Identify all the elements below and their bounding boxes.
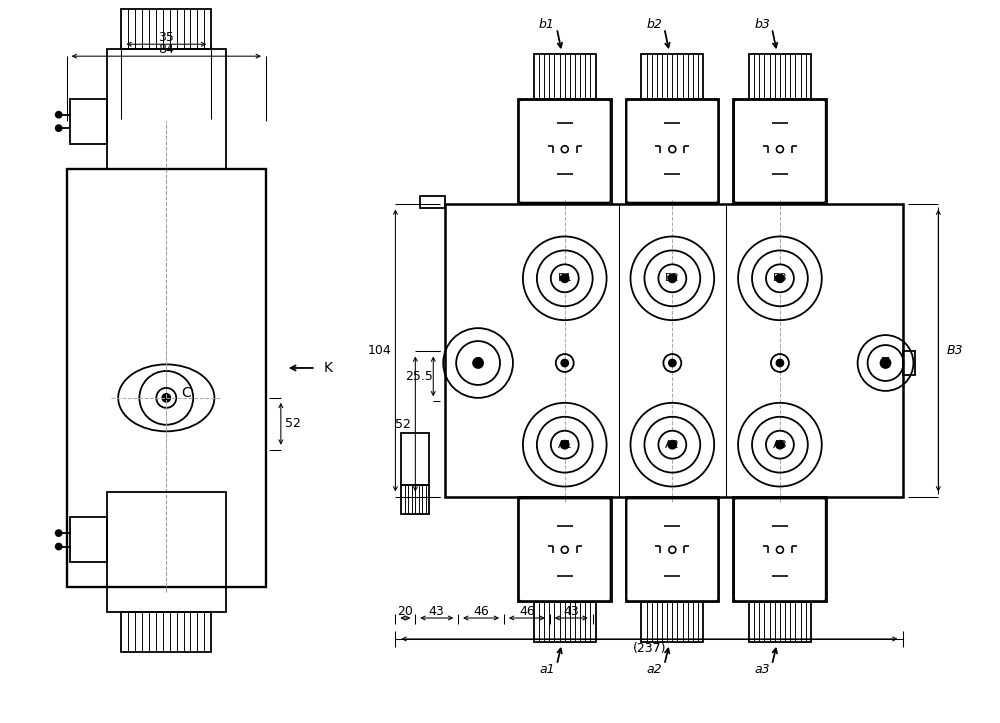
Bar xyxy=(401,433,429,484)
Text: b3: b3 xyxy=(754,18,770,31)
Bar xyxy=(749,54,811,99)
Text: 104: 104 xyxy=(368,344,391,357)
Bar xyxy=(626,99,719,204)
Bar xyxy=(626,497,719,602)
Bar xyxy=(903,351,915,375)
Text: A2: A2 xyxy=(665,440,680,450)
Text: a3: a3 xyxy=(754,663,770,676)
Bar xyxy=(70,99,107,144)
Circle shape xyxy=(766,431,794,458)
Bar xyxy=(534,54,596,99)
Text: 52: 52 xyxy=(285,417,301,430)
Circle shape xyxy=(551,431,579,458)
Bar xyxy=(445,204,903,497)
Circle shape xyxy=(56,125,62,131)
Text: 43: 43 xyxy=(429,604,445,617)
Circle shape xyxy=(473,358,483,368)
Bar xyxy=(67,168,266,587)
Bar xyxy=(401,484,429,514)
Circle shape xyxy=(669,359,676,367)
Circle shape xyxy=(776,441,784,449)
Bar xyxy=(749,602,811,642)
Text: 25.5: 25.5 xyxy=(405,370,433,383)
Bar xyxy=(641,54,703,99)
Text: C: C xyxy=(181,386,191,400)
Text: 46: 46 xyxy=(473,604,489,617)
Circle shape xyxy=(766,265,794,292)
Text: A1: A1 xyxy=(557,440,572,450)
Text: B1: B1 xyxy=(557,273,572,283)
Text: A3: A3 xyxy=(773,440,787,450)
Circle shape xyxy=(551,265,579,292)
Text: 52: 52 xyxy=(395,417,411,430)
Circle shape xyxy=(668,274,676,282)
Text: 84: 84 xyxy=(158,43,174,56)
Bar xyxy=(70,518,107,562)
Circle shape xyxy=(561,441,569,449)
Circle shape xyxy=(56,530,62,536)
Circle shape xyxy=(56,544,62,549)
Circle shape xyxy=(668,441,676,449)
Bar xyxy=(420,196,445,208)
Bar xyxy=(121,612,211,652)
Circle shape xyxy=(776,359,783,367)
Text: P: P xyxy=(475,356,482,369)
Bar xyxy=(641,602,703,642)
Text: B3: B3 xyxy=(773,273,787,283)
Circle shape xyxy=(162,394,170,402)
Bar xyxy=(518,99,612,204)
Text: a2: a2 xyxy=(647,663,662,676)
Bar xyxy=(733,99,827,204)
Text: B2: B2 xyxy=(665,273,680,283)
Text: T: T xyxy=(882,356,889,369)
Text: b2: b2 xyxy=(646,18,662,31)
Bar xyxy=(518,497,612,602)
Text: (237): (237) xyxy=(633,643,666,655)
Text: 20: 20 xyxy=(397,604,413,617)
Circle shape xyxy=(56,112,62,118)
Text: b1: b1 xyxy=(539,18,555,31)
Circle shape xyxy=(561,274,569,282)
Circle shape xyxy=(658,265,686,292)
Circle shape xyxy=(561,359,568,367)
Bar xyxy=(121,9,211,49)
Bar xyxy=(534,602,596,642)
Text: a1: a1 xyxy=(539,663,555,676)
Bar xyxy=(733,497,827,602)
Bar xyxy=(107,492,226,612)
Text: 35: 35 xyxy=(158,31,174,44)
Circle shape xyxy=(776,274,784,282)
Text: B3: B3 xyxy=(946,344,963,357)
Text: 43: 43 xyxy=(563,604,579,617)
Text: 46: 46 xyxy=(519,604,535,617)
Text: K: K xyxy=(324,361,333,375)
Circle shape xyxy=(658,431,686,458)
Circle shape xyxy=(881,358,890,368)
Bar xyxy=(107,49,226,168)
